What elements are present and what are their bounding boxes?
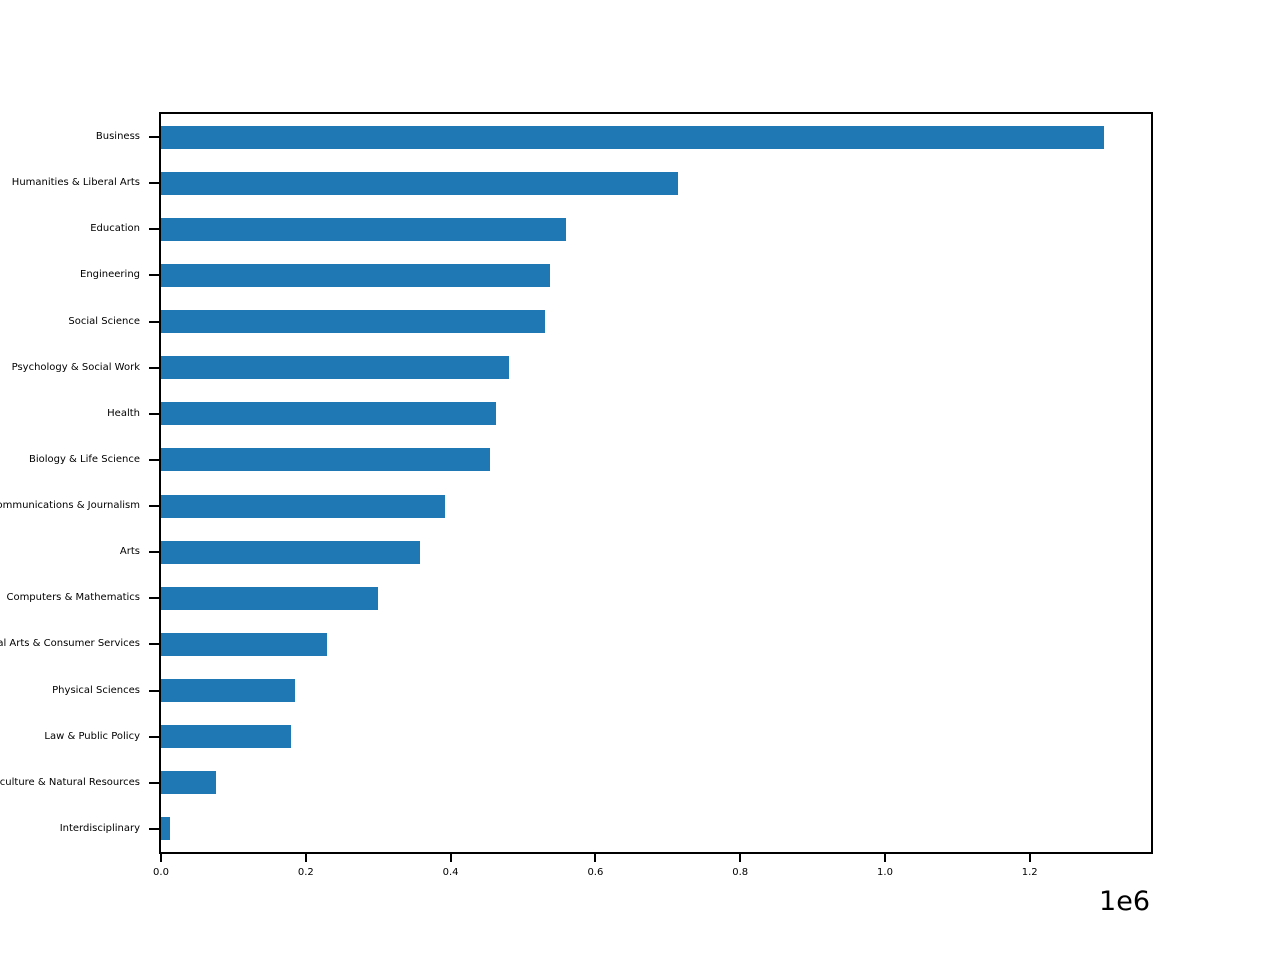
bar-health	[161, 402, 497, 426]
xtick-mark	[739, 854, 742, 862]
xtick-mark	[449, 854, 452, 862]
bar-business	[161, 125, 1104, 149]
ytick-label-interdisciplinary: Interdisciplinary	[59, 822, 140, 834]
ytick-mark	[149, 551, 159, 554]
ytick-label-biology-life-science: Biology & Life Science	[28, 453, 140, 465]
xtick-label-0.4: 0.4	[442, 867, 459, 878]
ytick-mark	[149, 781, 159, 784]
bar-social-science	[161, 310, 545, 334]
ytick-label-agriculture-natural-resources: Agriculture & Natural Resources	[0, 776, 140, 788]
ytick-mark	[149, 597, 159, 600]
ytick-mark	[149, 182, 159, 185]
ytick-mark	[149, 320, 159, 323]
bar-physical-sciences	[161, 679, 296, 703]
bar-law-public-policy	[161, 725, 291, 749]
x-axis-offset-label: 1e6	[1099, 886, 1150, 917]
ytick-mark	[149, 366, 159, 369]
ytick-label-communications-journalism: Communications & Journalism	[0, 500, 140, 512]
xtick-label-0.8: 0.8	[732, 867, 749, 878]
ytick-mark	[149, 735, 159, 738]
bar-biology-life-science	[161, 448, 490, 472]
bar-psychology-social-work	[161, 356, 510, 380]
ytick-mark	[149, 412, 159, 415]
bar-interdisciplinary	[161, 817, 170, 841]
ytick-label-physical-sciences: Physical Sciences	[52, 684, 140, 696]
ytick-mark	[149, 827, 159, 830]
bar-agriculture-natural-resources	[161, 771, 216, 795]
bar-arts	[161, 540, 420, 564]
ytick-label-social-science: Social Science	[68, 315, 140, 327]
ytick-mark	[149, 643, 159, 646]
xtick-mark	[884, 854, 886, 862]
xtick-mark	[1028, 854, 1031, 862]
ytick-label-health: Health	[107, 407, 140, 419]
xtick-label-1.2: 1.2	[1021, 867, 1038, 878]
ytick-mark	[149, 228, 159, 231]
ytick-label-education: Education	[90, 223, 140, 235]
ytick-mark	[149, 136, 159, 139]
bar-communications-journalism	[161, 494, 446, 518]
xtick-mark	[304, 854, 307, 862]
xtick-mark	[160, 854, 162, 862]
ytick-label-law-public-policy: Law & Public Policy	[44, 730, 140, 742]
ytick-label-engineering: Engineering	[80, 269, 140, 281]
ytick-mark	[149, 458, 159, 461]
xtick-label-0.0: 0.0	[153, 867, 169, 878]
bar-engineering	[161, 263, 551, 287]
ytick-label-humanities-liberal-arts: Humanities & Liberal Arts	[11, 177, 140, 189]
bar-industrial-arts-consumer-services	[161, 632, 328, 656]
plot-area	[159, 112, 1153, 854]
ytick-label-industrial-arts-consumer-services: Industrial Arts & Consumer Services	[0, 638, 140, 650]
bar-education	[161, 217, 566, 241]
xtick-label-1.0: 1.0	[877, 867, 893, 878]
ytick-label-computers-mathematics: Computers & Mathematics	[6, 592, 140, 604]
bar-humanities-liberal-arts	[161, 171, 678, 195]
xtick-mark	[594, 854, 597, 862]
xtick-label-0.6: 0.6	[587, 867, 604, 878]
ytick-mark	[149, 689, 159, 692]
ytick-mark	[149, 505, 159, 508]
ytick-label-arts: Arts	[119, 546, 140, 558]
ytick-mark	[149, 274, 159, 277]
ytick-label-business: Business	[95, 131, 140, 143]
bar-computers-mathematics	[161, 586, 378, 610]
ytick-label-psychology-social-work: Psychology & Social Work	[11, 361, 140, 373]
xtick-label-0.2: 0.2	[297, 867, 314, 878]
